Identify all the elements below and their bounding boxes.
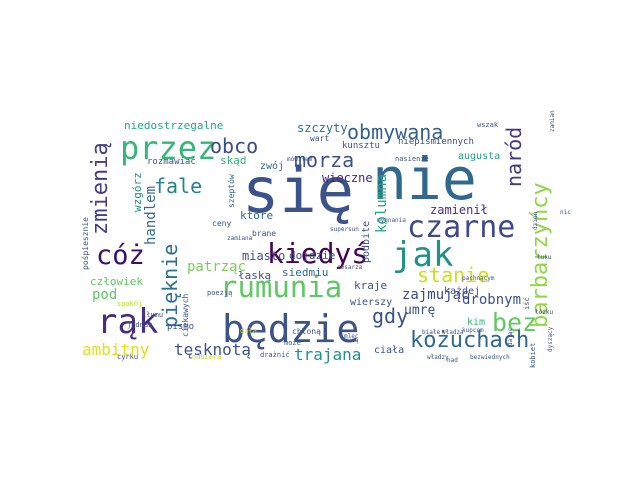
word: ambitny <box>82 340 150 359</box>
word: gdy <box>372 304 409 328</box>
word: iść <box>523 297 531 310</box>
word: będzie <box>222 307 360 351</box>
word: podbite <box>361 220 372 263</box>
word: łuku <box>537 254 552 261</box>
word: dyszący <box>547 326 554 352</box>
word: cesarza <box>337 264 363 271</box>
word: kraje <box>354 279 388 292</box>
word: poezją <box>207 289 233 297</box>
word: miasto <box>242 249 286 263</box>
word: umrę <box>404 303 436 318</box>
word: mygnania <box>377 217 406 224</box>
word: zamian <box>549 110 556 132</box>
word: ciała <box>374 345 405 356</box>
word: łóżku <box>535 309 554 316</box>
word: każdej <box>444 286 481 297</box>
word: pod <box>92 287 118 303</box>
word: mlec <box>344 333 359 340</box>
word: morza <box>294 148 355 172</box>
word: się <box>242 154 354 227</box>
word: odbiera <box>192 353 222 361</box>
word: cóż <box>96 240 145 271</box>
word: augusta <box>458 151 501 162</box>
word: zmienią <box>88 142 113 235</box>
word: szeptów <box>227 174 236 208</box>
word: drobnym <box>462 292 522 308</box>
word: kożuchach <box>410 328 530 353</box>
word: może <box>284 339 301 347</box>
word: wart <box>310 134 330 143</box>
word: wieczne <box>322 171 373 185</box>
word: skąd <box>220 154 247 167</box>
word: które <box>240 209 274 222</box>
word: wierszy <box>350 297 393 308</box>
word: kobiet <box>529 342 537 368</box>
word: białe <box>422 329 441 336</box>
word: czarne <box>407 210 516 245</box>
word: kolumna <box>374 173 390 233</box>
word: cyrku <box>117 353 139 361</box>
word: kupcom <box>462 327 484 334</box>
word: fale <box>154 174 203 198</box>
word: zamiana <box>227 235 253 242</box>
word: bez <box>492 308 538 337</box>
word: obmywana <box>347 120 444 144</box>
word: nasienie <box>395 155 429 163</box>
word: spokój <box>117 300 143 308</box>
word: bezwiednych <box>470 354 510 361</box>
word: nad <box>447 357 458 364</box>
word: władza <box>442 329 464 336</box>
word: owcą <box>344 337 359 344</box>
word: człowiek <box>90 275 143 288</box>
word: dzień <box>532 211 539 230</box>
word: drażnić <box>260 351 290 359</box>
word: siedmiu <box>282 266 329 279</box>
word: jak <box>392 235 454 275</box>
word: supersun <box>330 226 359 233</box>
word: pismo <box>167 322 195 332</box>
word: mówiłem <box>287 156 313 163</box>
word: brane <box>252 229 277 238</box>
word: rumunia <box>220 270 343 304</box>
word: kim <box>467 317 486 328</box>
word: kiedyś <box>267 237 369 270</box>
word: dojdzie <box>289 249 336 262</box>
word: obco <box>210 134 259 158</box>
word: naród <box>502 126 526 187</box>
word: zamienił <box>430 203 488 217</box>
word: patrząc <box>187 259 247 275</box>
word: szczyty <box>297 121 348 135</box>
word: trajana <box>294 345 362 364</box>
word: pośpiesznie <box>81 217 90 270</box>
word: rozmawiać <box>147 157 196 167</box>
word: jednak <box>127 321 153 329</box>
word: tłumu <box>142 311 164 319</box>
word: kunsztu <box>342 141 380 151</box>
word: zwój <box>260 161 285 172</box>
word: niepiśmiennych <box>398 137 474 147</box>
word: handlem <box>143 185 159 245</box>
word: dając <box>507 327 514 346</box>
word: zajmując <box>402 287 470 303</box>
word: władzy <box>427 354 449 361</box>
word: niedostrzegalne <box>124 119 224 132</box>
word: wszak <box>477 121 499 129</box>
word: ceny <box>212 219 232 228</box>
word: przez <box>120 129 217 167</box>
word: tęsknotą <box>174 340 252 359</box>
word: dała <box>240 327 257 335</box>
word: rąk <box>97 302 159 342</box>
word: nie <box>372 145 477 213</box>
word-cloud: się nie będzie kiedyś rumunia przez czar… <box>72 110 572 368</box>
word: wzgórz <box>131 172 144 212</box>
word: pachnącym <box>462 275 495 282</box>
word: stanie <box>417 263 490 287</box>
word: nic <box>560 209 571 216</box>
word: łaską <box>238 269 272 282</box>
word: chłoną <box>292 327 321 336</box>
